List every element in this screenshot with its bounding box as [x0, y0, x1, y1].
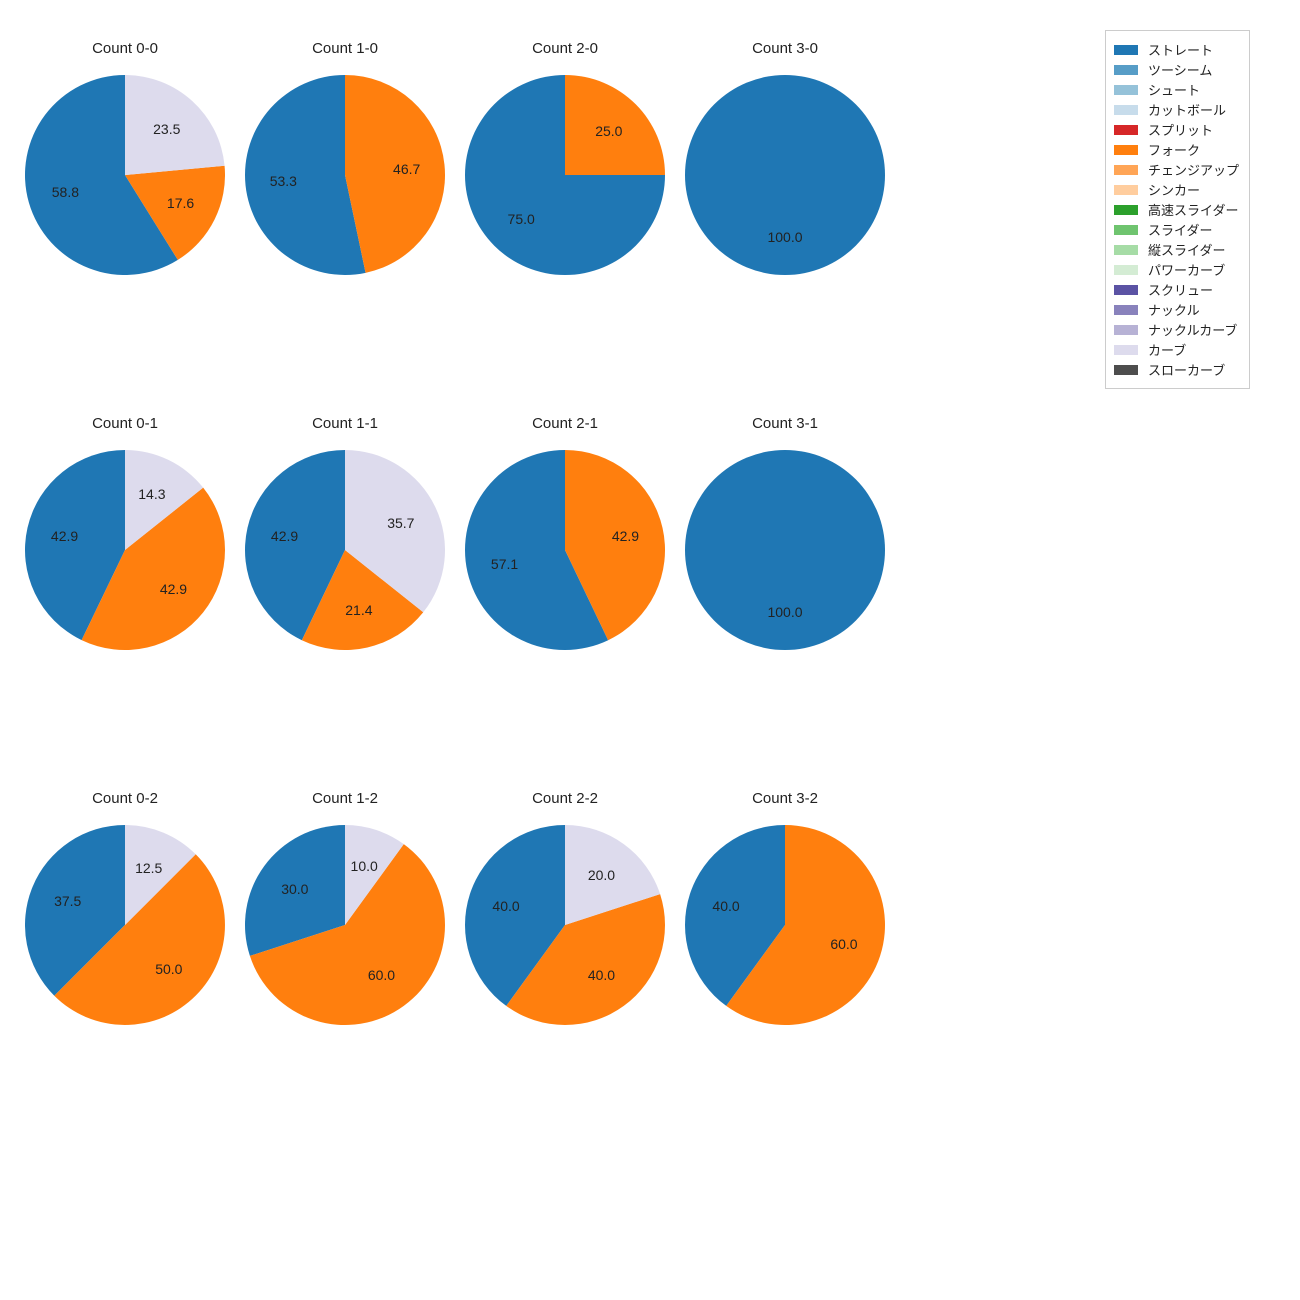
pie-slice	[565, 75, 665, 175]
pie-title: Count 2-2	[532, 790, 598, 807]
legend-label: ストレート	[1148, 40, 1213, 59]
legend-item: 高速スライダー	[1114, 200, 1239, 219]
legend-label: ナックルカーブ	[1148, 320, 1237, 339]
legend-swatch	[1114, 345, 1138, 355]
legend-item: フォーク	[1114, 140, 1239, 159]
legend-label: スローカーブ	[1148, 360, 1225, 379]
pie-title: Count 1-0	[312, 40, 378, 57]
pie-chart	[245, 450, 445, 650]
pie-title: Count 3-2	[752, 790, 818, 807]
legend-item: ツーシーム	[1114, 60, 1239, 79]
legend-item: カーブ	[1114, 340, 1239, 359]
legend-label: スライダー	[1148, 220, 1212, 239]
legend-swatch	[1114, 245, 1138, 255]
pie-chart	[465, 450, 665, 650]
pie-cell: Count 1-230.060.010.0	[240, 790, 450, 1025]
legend-item: シュート	[1114, 80, 1239, 99]
legend-item: 縦スライダー	[1114, 240, 1239, 259]
legend-label: カーブ	[1148, 340, 1186, 359]
pie-cell: Count 0-237.550.012.5	[20, 790, 230, 1025]
pie-slice	[685, 75, 885, 275]
pie-chart	[245, 825, 445, 1025]
legend-label: フォーク	[1148, 140, 1200, 159]
legend-swatch	[1114, 285, 1138, 295]
legend-label: 高速スライダー	[1148, 200, 1238, 219]
legend-item: ストレート	[1114, 40, 1239, 59]
pie-cell: Count 1-053.346.7	[240, 40, 450, 275]
pie-chart	[245, 75, 445, 275]
legend-item: スローカーブ	[1114, 360, 1239, 379]
pie-title: Count 3-1	[752, 415, 818, 432]
pie-cell: Count 2-157.142.9	[460, 415, 670, 650]
legend-swatch	[1114, 205, 1138, 215]
legend-swatch	[1114, 65, 1138, 75]
pie-title: Count 2-1	[532, 415, 598, 432]
legend: ストレートツーシームシュートカットボールスプリットフォークチェンジアップシンカー…	[1105, 30, 1250, 389]
pie-title: Count 0-0	[92, 40, 158, 57]
pie-slice	[345, 75, 445, 273]
pie-chart	[25, 450, 225, 650]
legend-swatch	[1114, 365, 1138, 375]
legend-swatch	[1114, 145, 1138, 155]
pie-cell: Count 3-240.060.0	[680, 790, 890, 1025]
pie-cell: Count 0-142.942.914.3	[20, 415, 230, 650]
legend-item: スライダー	[1114, 220, 1239, 239]
legend-swatch	[1114, 105, 1138, 115]
legend-label: シュート	[1148, 80, 1200, 99]
pie-title: Count 1-2	[312, 790, 378, 807]
pie-cell: Count 3-1100.0	[680, 415, 890, 650]
pie-chart	[685, 825, 885, 1025]
pie-cell: Count 0-058.817.623.5	[20, 40, 230, 275]
legend-item: シンカー	[1114, 180, 1239, 199]
legend-swatch	[1114, 325, 1138, 335]
pie-title: Count 3-0	[752, 40, 818, 57]
pie-chart	[685, 75, 885, 275]
pie-slice	[125, 75, 225, 175]
pie-cell: Count 3-0100.0	[680, 40, 890, 275]
pie-title: Count 1-1	[312, 415, 378, 432]
legend-label: スプリット	[1148, 120, 1213, 139]
pie-cell: Count 2-075.025.0	[460, 40, 670, 275]
pie-title: Count 0-1	[92, 415, 158, 432]
legend-swatch	[1114, 185, 1138, 195]
pie-slice	[685, 450, 885, 650]
legend-label: ツーシーム	[1148, 60, 1212, 79]
pie-cell: Count 2-240.040.020.0	[460, 790, 670, 1025]
legend-item: チェンジアップ	[1114, 160, 1239, 179]
pie-title: Count 0-2	[92, 790, 158, 807]
legend-label: スクリュー	[1148, 280, 1213, 299]
pie-chart	[465, 75, 665, 275]
legend-item: ナックルカーブ	[1114, 320, 1239, 339]
pie-title: Count 2-0	[532, 40, 598, 57]
legend-swatch	[1114, 165, 1138, 175]
legend-label: シンカー	[1148, 180, 1200, 199]
legend-label: ナックル	[1148, 300, 1200, 319]
pie-chart	[25, 825, 225, 1025]
legend-swatch	[1114, 45, 1138, 55]
legend-swatch	[1114, 225, 1138, 235]
legend-item: スプリット	[1114, 120, 1239, 139]
legend-item: ナックル	[1114, 300, 1239, 319]
pie-grid: Count 0-058.817.623.5Count 1-053.346.7Co…	[20, 40, 890, 1025]
legend-item: パワーカーブ	[1114, 260, 1239, 279]
pie-chart	[25, 75, 225, 275]
legend-label: 縦スライダー	[1148, 240, 1225, 259]
legend-label: チェンジアップ	[1148, 160, 1239, 179]
legend-item: カットボール	[1114, 100, 1239, 119]
legend-swatch	[1114, 305, 1138, 315]
legend-swatch	[1114, 125, 1138, 135]
legend-swatch	[1114, 85, 1138, 95]
pie-cell: Count 1-142.921.435.7	[240, 415, 450, 650]
legend-item: スクリュー	[1114, 280, 1239, 299]
legend-label: パワーカーブ	[1148, 260, 1225, 279]
pie-chart	[685, 450, 885, 650]
legend-label: カットボール	[1148, 100, 1226, 119]
legend-swatch	[1114, 265, 1138, 275]
pie-chart	[465, 825, 665, 1025]
